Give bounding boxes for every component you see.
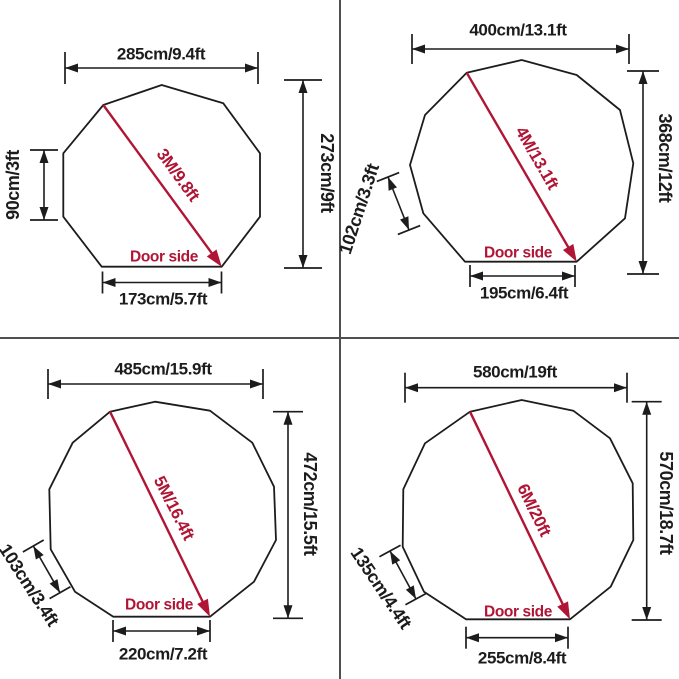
side-length-label: 102cm/3.3ft xyxy=(335,161,383,257)
arrowhead xyxy=(642,607,652,620)
diagonal-arrow xyxy=(468,411,570,620)
arrowhead xyxy=(616,44,629,54)
door-width-label: 255cm/8.4ft xyxy=(478,649,567,668)
arrowhead xyxy=(283,605,293,619)
height-label: 368cm/12ft xyxy=(655,113,675,202)
diagonal-line xyxy=(468,411,570,617)
arrowhead xyxy=(197,598,210,617)
height-dimension xyxy=(631,400,662,621)
diagonal-label: 4M/13.1ft xyxy=(511,123,562,193)
arrowhead xyxy=(466,633,479,643)
arrowhead xyxy=(49,579,60,593)
door-side-label: Door side xyxy=(125,597,194,614)
diagonal-arrow xyxy=(465,72,577,262)
arrowhead xyxy=(283,411,293,425)
door-width-dimension xyxy=(465,626,569,649)
diagonal-label: 3M/9.8ft xyxy=(153,145,204,205)
panel-4m-tent: 400cm/13.1ft 368cm/12ft 102cm/3.3ft 195c… xyxy=(335,21,675,303)
arrowhead xyxy=(642,401,652,415)
side-length-label: 90cm/3ft xyxy=(3,150,23,220)
side-length-dimension xyxy=(376,171,421,236)
diagonal-arrow xyxy=(102,104,222,267)
top-width-dimension xyxy=(64,52,259,84)
tent-outline xyxy=(48,400,277,618)
diagonal-line xyxy=(102,104,221,265)
arrowhead xyxy=(388,177,397,191)
door-side-label: Door side xyxy=(484,245,553,262)
door-width-label: 220cm/7.2ft xyxy=(119,645,208,664)
arrowhead xyxy=(562,243,577,262)
door-width-dimension xyxy=(112,620,211,642)
arrowhead xyxy=(65,63,78,73)
diagonal-line xyxy=(108,411,210,614)
arrowhead xyxy=(250,379,263,389)
height-label: 570cm/18.7ft xyxy=(656,451,676,555)
tent-outline xyxy=(62,84,261,268)
diagonal-label: 6M/20ft xyxy=(513,481,555,540)
panel-6m-tent: 580cm/19ft 570cm/18.7ft 135cm/4.4ft 255c… xyxy=(347,363,676,668)
top-width-dimension xyxy=(411,34,630,64)
arrowhead xyxy=(102,278,116,287)
arrowhead xyxy=(197,626,210,636)
diagonal-line xyxy=(465,72,576,259)
door-side-label: Door side xyxy=(484,604,553,621)
arrowhead xyxy=(48,379,61,389)
arrowhead xyxy=(405,383,418,393)
panel-5m-tent: 485cm/15.9ft 472cm/15.5ft 103cm/3.4ft 22… xyxy=(0,360,320,664)
door-width-label: 195cm/6.4ft xyxy=(480,284,569,303)
arrowhead xyxy=(208,278,222,287)
panel-3m-tent: 285cm/9.4ft 273cm/9ft 90cm/3ft 173cm/5.7… xyxy=(3,45,337,309)
arrowhead xyxy=(638,261,648,274)
diagonal-arrow xyxy=(108,411,210,617)
top-width-label: 485cm/15.9ft xyxy=(114,360,212,379)
arrowhead xyxy=(638,71,648,84)
side-length-dimension xyxy=(379,544,427,606)
tent-outline xyxy=(401,399,635,621)
arrowhead xyxy=(405,585,416,599)
arrowhead xyxy=(400,216,409,230)
arrowhead xyxy=(113,626,126,636)
height-label: 273cm/9ft xyxy=(317,133,337,213)
height-dimension xyxy=(273,410,303,620)
height-label: 472cm/15.5ft xyxy=(300,452,320,556)
arrowhead xyxy=(614,383,627,393)
door-width-label: 173cm/5.7ft xyxy=(119,290,208,309)
arrowhead xyxy=(470,271,483,281)
tent-outline xyxy=(409,59,635,263)
top-width-label: 580cm/19ft xyxy=(473,363,558,382)
door-width-dimension xyxy=(101,271,223,294)
height-dimension xyxy=(284,79,322,269)
door-side-label: Door side xyxy=(130,249,199,266)
arrowhead xyxy=(39,207,49,220)
arrowhead xyxy=(555,633,568,643)
arrowhead xyxy=(206,249,222,267)
top-width-dimension xyxy=(404,372,628,403)
side-length-dimension xyxy=(30,149,58,221)
arrowhead xyxy=(412,44,425,54)
arrowhead xyxy=(298,80,308,93)
arrowhead xyxy=(39,150,49,163)
top-width-dimension xyxy=(47,369,264,399)
door-width-dimension xyxy=(469,265,576,287)
arrowhead xyxy=(298,255,308,268)
arrowhead xyxy=(562,271,575,281)
side-length-dimension xyxy=(22,539,71,600)
side-length-label: 135cm/4.4ft xyxy=(347,544,416,633)
arrowhead xyxy=(33,546,44,560)
top-width-label: 400cm/13.1ft xyxy=(469,21,567,40)
height-dimension xyxy=(627,70,659,275)
arrowhead xyxy=(245,63,258,73)
arrowhead xyxy=(390,551,401,565)
arrowhead xyxy=(557,601,570,620)
top-width-label: 285cm/9.4ft xyxy=(117,45,206,64)
